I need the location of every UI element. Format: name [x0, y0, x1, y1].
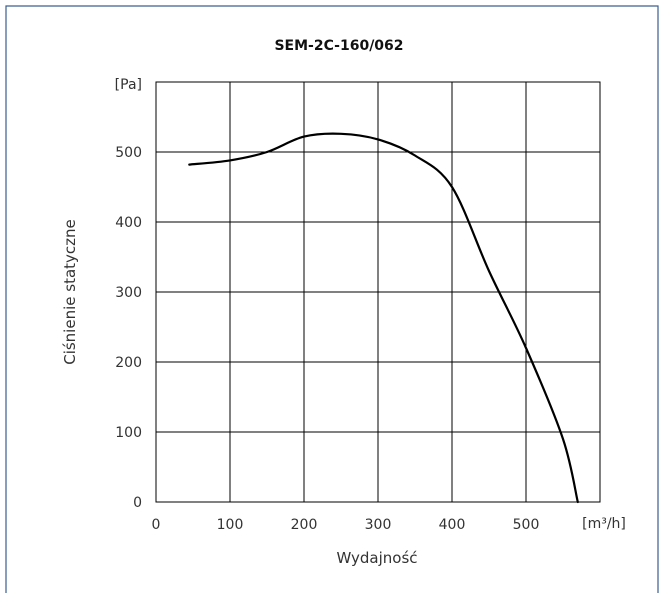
y-tick-label: 100: [115, 425, 142, 441]
panel-border: [5, 5, 659, 593]
y-tick-label: 500: [115, 145, 142, 161]
y-tick-label: 400: [115, 215, 142, 231]
series-line-curve: [188, 132, 579, 504]
y-axis-label: Ciśnienie statyczne: [61, 219, 79, 365]
x-tick-labels: 0 100 200 300 400 500: [152, 517, 540, 533]
x-tick-label: 0: [152, 517, 161, 533]
chart-title: SEM-2C-160/062: [274, 38, 403, 54]
y-unit-label: [Pa]: [115, 77, 142, 93]
y-tick-label: 300: [115, 285, 142, 301]
x-tick-label: 200: [291, 517, 318, 533]
x-tick-label: 400: [439, 517, 466, 533]
x-tick-label: 100: [217, 517, 244, 533]
grid: [155, 81, 601, 503]
y-tick-label: 200: [115, 355, 142, 371]
x-tick-label: 500: [513, 517, 540, 533]
x-axis-label: Wydajność: [336, 549, 417, 567]
series-layer: [188, 132, 579, 504]
y-tick-label: 0: [133, 495, 142, 511]
y-tick-labels: 0 100 200 300 400 500: [115, 145, 142, 511]
x-unit-label: [m³/h]: [582, 516, 626, 532]
x-tick-label: 300: [365, 517, 392, 533]
